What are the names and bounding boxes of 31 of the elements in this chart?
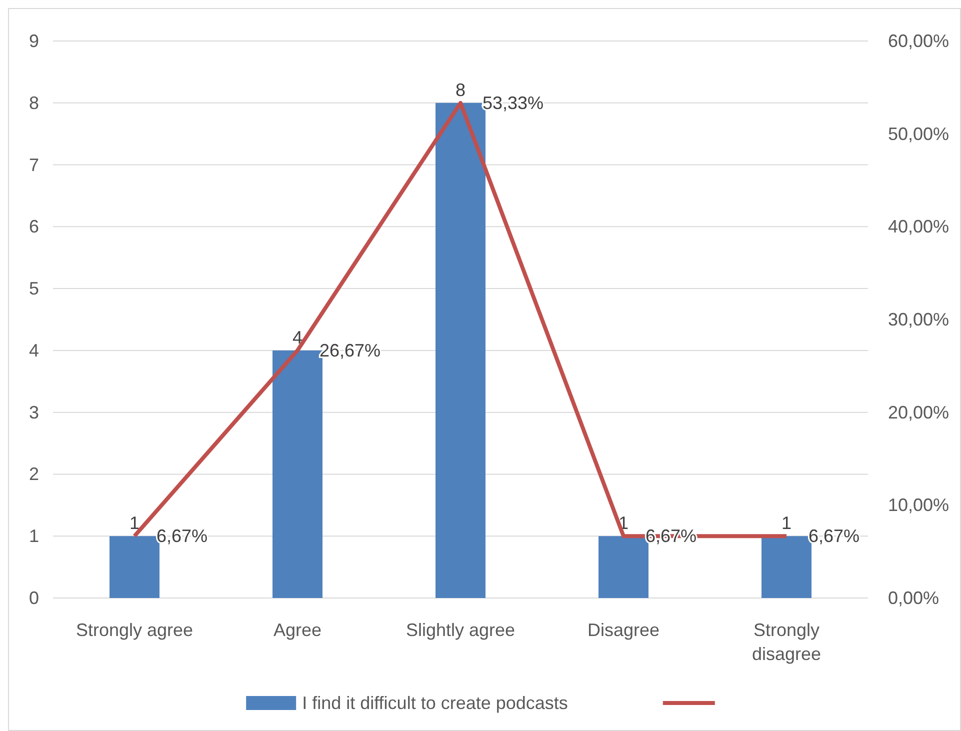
y-tick-label: 2 <box>28 464 39 484</box>
x-tick-label: Disagree <box>587 620 660 640</box>
y-tick-label: 3 <box>28 402 39 422</box>
y2-tick-label: 60,00% <box>888 31 950 51</box>
y-tick-label: 9 <box>28 31 39 51</box>
data-label: 4 <box>292 327 303 348</box>
data-label: 53,33% <box>482 92 544 113</box>
data-label: 1 <box>129 513 140 534</box>
x-tick-label: Slightly agree <box>406 620 516 640</box>
data-label: 6,67% <box>156 526 208 546</box>
data-label: 6,67% <box>808 526 860 546</box>
y-tick-label: 7 <box>28 154 39 175</box>
y2-tick-label: 40,00% <box>888 216 950 237</box>
x-tick-label: Strongly agree <box>76 620 194 640</box>
y-tick-label: 8 <box>28 92 39 113</box>
y2-tick-label: 20,00% <box>888 402 950 422</box>
y2-tick-label: 10,00% <box>888 495 950 516</box>
y-tick-label: 6 <box>28 216 39 237</box>
y-tick-label: 0 <box>28 588 39 608</box>
y-tick-label: 5 <box>28 278 39 299</box>
data-label: 8 <box>455 80 466 100</box>
y2-tick-label: 50,00% <box>888 124 950 144</box>
y2-tick-label: 30,00% <box>888 310 950 330</box>
y-tick-label: 1 <box>28 526 39 546</box>
y-tick-label: 4 <box>28 340 39 360</box>
x-tick-label: Agree <box>273 620 322 640</box>
x-tick-label: Strongly disagree <box>752 620 822 664</box>
data-label: 1 <box>781 513 792 534</box>
data-label: 26,67% <box>320 340 381 360</box>
y2-tick-label: 0,00% <box>888 588 940 608</box>
legend-label: I find it difficult to create podcasts <box>302 693 568 713</box>
